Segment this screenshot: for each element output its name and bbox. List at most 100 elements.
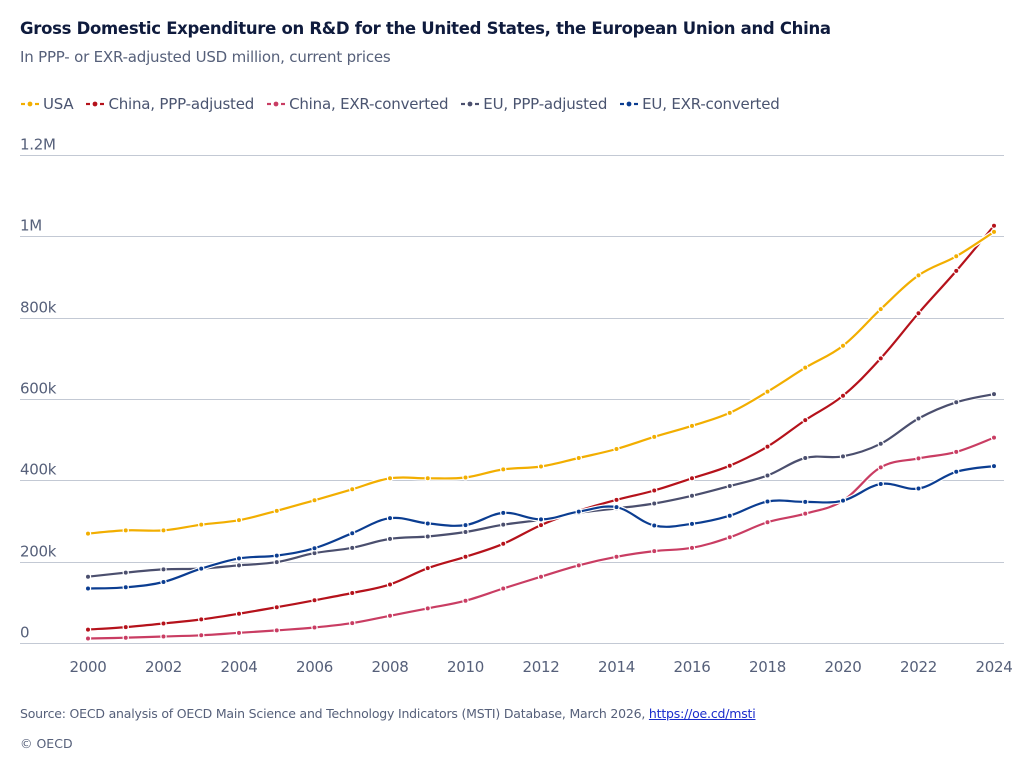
- data-point-usa-2015[interactable]: [651, 433, 658, 441]
- data-point-china-exr-converted-2022[interactable]: [915, 455, 922, 462]
- data-point-china-ppp-adjusted-2015[interactable]: [651, 487, 658, 494]
- data-point-eu-exr-converted-2003[interactable]: [198, 565, 205, 572]
- data-point-eu-ppp-adjusted-2018[interactable]: [764, 472, 771, 479]
- data-point-china-ppp-adjusted-2011[interactable]: [500, 540, 507, 547]
- data-point-usa-2002[interactable]: [160, 527, 167, 534]
- data-point-eu-ppp-adjusted-2004[interactable]: [235, 562, 243, 569]
- data-point-china-exr-converted-2006[interactable]: [311, 624, 318, 631]
- data-point-eu-exr-converted-2017[interactable]: [726, 512, 733, 519]
- data-point-eu-ppp-adjusted-2024[interactable]: [990, 390, 998, 398]
- data-point-usa-2021[interactable]: [877, 305, 884, 313]
- data-point-china-exr-converted-2002[interactable]: [160, 633, 167, 640]
- legend-item-china-exr-converted[interactable]: China, EXR-converted: [266, 95, 448, 113]
- data-point-usa-2007[interactable]: [349, 486, 356, 493]
- data-point-china-ppp-adjusted-2014[interactable]: [613, 496, 620, 504]
- data-point-eu-exr-converted-2018[interactable]: [764, 498, 771, 505]
- data-point-usa-2004[interactable]: [235, 516, 243, 524]
- data-point-eu-exr-converted-2014[interactable]: [613, 503, 620, 511]
- data-point-china-ppp-adjusted-2007[interactable]: [349, 589, 356, 597]
- data-point-china-exr-converted-2013[interactable]: [575, 562, 582, 569]
- data-point-eu-ppp-adjusted-2021[interactable]: [877, 440, 884, 447]
- data-point-eu-ppp-adjusted-2023[interactable]: [953, 399, 960, 406]
- data-point-eu-ppp-adjusted-2008[interactable]: [386, 535, 394, 543]
- data-point-china-exr-converted-2001[interactable]: [122, 634, 129, 641]
- data-point-china-exr-converted-2010[interactable]: [462, 597, 469, 604]
- data-point-china-exr-converted-2018[interactable]: [764, 519, 771, 526]
- data-point-china-ppp-adjusted-2012[interactable]: [537, 521, 545, 529]
- data-point-china-exr-converted-2011[interactable]: [500, 585, 507, 592]
- data-point-eu-ppp-adjusted-2019[interactable]: [802, 454, 809, 462]
- data-point-china-ppp-adjusted-2000[interactable]: [84, 626, 92, 633]
- data-point-china-exr-converted-2019[interactable]: [802, 510, 809, 517]
- legend-item-eu-ppp-adjusted[interactable]: EU, PPP-adjusted: [460, 95, 607, 113]
- data-point-eu-ppp-adjusted-2005[interactable]: [273, 558, 280, 566]
- data-point-china-exr-converted-2014[interactable]: [613, 553, 620, 560]
- data-point-eu-exr-converted-2013[interactable]: [575, 508, 582, 515]
- data-point-usa-2017[interactable]: [726, 409, 733, 417]
- legend-item-china-ppp-adjusted[interactable]: China, PPP-adjusted: [85, 95, 254, 113]
- data-point-eu-exr-converted-2016[interactable]: [688, 520, 696, 528]
- data-point-eu-ppp-adjusted-2022[interactable]: [915, 415, 922, 422]
- data-point-china-ppp-adjusted-2010[interactable]: [462, 553, 469, 560]
- data-point-eu-ppp-adjusted-2009[interactable]: [424, 533, 431, 540]
- data-point-china-ppp-adjusted-2021[interactable]: [877, 355, 884, 362]
- data-point-eu-ppp-adjusted-2017[interactable]: [726, 482, 733, 490]
- data-point-usa-2020[interactable]: [839, 342, 847, 349]
- data-point-eu-ppp-adjusted-2007[interactable]: [349, 544, 356, 552]
- data-point-usa-2016[interactable]: [688, 422, 696, 430]
- data-point-usa-2009[interactable]: [424, 475, 431, 482]
- data-point-eu-ppp-adjusted-2011[interactable]: [500, 521, 507, 528]
- data-point-usa-2018[interactable]: [764, 388, 771, 395]
- data-point-usa-2012[interactable]: [537, 463, 545, 470]
- data-point-eu-ppp-adjusted-2016[interactable]: [688, 492, 696, 499]
- data-point-usa-2001[interactable]: [122, 527, 129, 534]
- data-point-china-ppp-adjusted-2009[interactable]: [424, 564, 431, 572]
- data-point-china-exr-converted-2000[interactable]: [84, 635, 92, 642]
- data-point-china-ppp-adjusted-2022[interactable]: [915, 309, 922, 317]
- data-point-china-exr-converted-2008[interactable]: [386, 612, 394, 619]
- data-point-eu-exr-converted-2021[interactable]: [877, 480, 884, 488]
- data-point-eu-exr-converted-2008[interactable]: [386, 514, 394, 522]
- series-eu-exr-converted[interactable]: [84, 462, 998, 592]
- data-point-eu-exr-converted-2012[interactable]: [537, 516, 545, 523]
- data-point-china-ppp-adjusted-2016[interactable]: [688, 475, 696, 482]
- data-point-eu-exr-converted-2000[interactable]: [84, 585, 92, 592]
- data-point-china-exr-converted-2012[interactable]: [537, 573, 545, 580]
- data-point-usa-2023[interactable]: [953, 253, 960, 260]
- data-point-eu-exr-converted-2024[interactable]: [990, 462, 998, 470]
- data-point-china-ppp-adjusted-2005[interactable]: [273, 604, 280, 611]
- data-point-eu-ppp-adjusted-2002[interactable]: [160, 566, 167, 573]
- data-point-china-exr-converted-2017[interactable]: [726, 534, 733, 541]
- data-point-china-ppp-adjusted-2020[interactable]: [839, 392, 847, 399]
- data-point-eu-exr-converted-2011[interactable]: [500, 509, 507, 517]
- data-point-china-ppp-adjusted-2024[interactable]: [990, 222, 998, 229]
- data-point-eu-exr-converted-2002[interactable]: [160, 578, 167, 586]
- data-point-china-ppp-adjusted-2023[interactable]: [953, 267, 960, 275]
- data-point-usa-2006[interactable]: [311, 497, 318, 504]
- data-point-eu-exr-converted-2004[interactable]: [235, 555, 243, 562]
- data-point-china-ppp-adjusted-2003[interactable]: [198, 616, 205, 623]
- data-point-china-ppp-adjusted-2019[interactable]: [802, 416, 809, 424]
- data-point-usa-2003[interactable]: [198, 521, 205, 528]
- data-point-china-ppp-adjusted-2008[interactable]: [386, 581, 394, 588]
- data-point-china-ppp-adjusted-2001[interactable]: [122, 623, 129, 631]
- data-point-china-ppp-adjusted-2002[interactable]: [160, 620, 167, 627]
- legend-item-usa[interactable]: USA: [20, 95, 74, 113]
- data-point-china-exr-converted-2016[interactable]: [688, 544, 696, 552]
- data-point-china-exr-converted-2015[interactable]: [651, 547, 658, 555]
- data-point-eu-exr-converted-2022[interactable]: [915, 485, 922, 492]
- data-point-eu-exr-converted-2015[interactable]: [651, 522, 658, 529]
- data-point-eu-ppp-adjusted-2010[interactable]: [462, 528, 469, 536]
- data-point-eu-ppp-adjusted-2015[interactable]: [651, 500, 658, 507]
- series-line-china-ppp-adjusted[interactable]: [86, 224, 996, 631]
- data-point-usa-2000[interactable]: [84, 530, 92, 537]
- data-point-eu-ppp-adjusted-2001[interactable]: [122, 569, 129, 576]
- data-point-china-exr-converted-2009[interactable]: [424, 605, 431, 612]
- series-china-ppp-adjusted[interactable]: [84, 222, 998, 633]
- data-point-eu-ppp-adjusted-2000[interactable]: [84, 573, 92, 580]
- data-point-china-exr-converted-2023[interactable]: [953, 448, 960, 456]
- data-point-usa-2019[interactable]: [802, 364, 809, 371]
- data-point-eu-exr-converted-2007[interactable]: [349, 530, 356, 537]
- data-point-china-exr-converted-2007[interactable]: [349, 619, 356, 627]
- data-point-china-exr-converted-2004[interactable]: [235, 629, 243, 637]
